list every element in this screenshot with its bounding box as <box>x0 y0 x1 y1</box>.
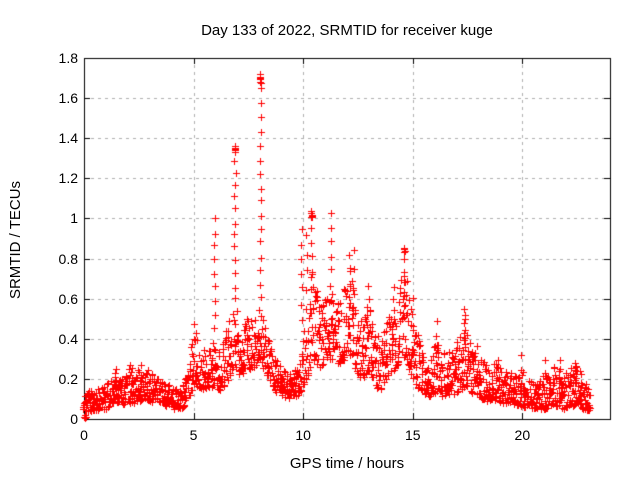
y-tick-label: 1.2 <box>58 170 78 187</box>
y-axis-label: SRMTID / TECUs <box>7 180 24 300</box>
y-tick-label: 0.4 <box>58 330 78 347</box>
y-tick-label: 1.4 <box>58 130 78 147</box>
x-tick-label: 20 <box>514 427 531 443</box>
x-tick-label: 10 <box>295 427 311 443</box>
y-tick-label: 0.6 <box>58 290 78 307</box>
y-tick-label: 1.8 <box>58 50 78 66</box>
x-tick-label: 5 <box>189 427 198 443</box>
y-tick-label: 0 <box>70 411 78 427</box>
x-tick-label: 15 <box>404 427 421 443</box>
x-tick-label: 0 <box>80 427 88 443</box>
y-tick-label: 0.8 <box>58 250 78 267</box>
y-tick-label: 0.2 <box>58 370 78 387</box>
y-tick-label: 1 <box>70 210 78 227</box>
chart-title: Day 133 of 2022, SRMTID for receiver kug… <box>201 22 493 39</box>
y-tick-label: 1.6 <box>58 90 78 107</box>
x-axis-label: GPS time / hours <box>289 455 405 472</box>
